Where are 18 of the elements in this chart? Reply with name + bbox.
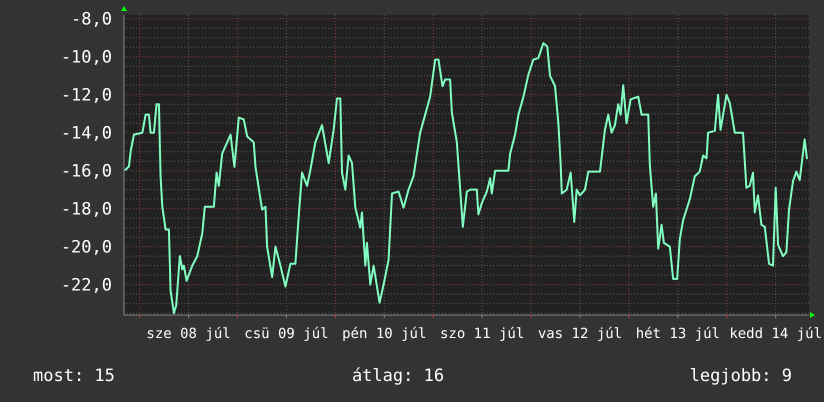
x-tick-label: vas 12 júl xyxy=(538,326,622,342)
y-tick-label: -10,0 xyxy=(60,48,112,68)
text: átlag: 16 xyxy=(352,366,444,386)
y-tick-label: -12,0 xyxy=(60,86,112,106)
y-tick-label: -16,0 xyxy=(60,162,112,182)
text: most: 15 xyxy=(33,366,115,386)
x-tick-label: hét 13 júl xyxy=(636,326,720,342)
y-tick-label: -14,0 xyxy=(60,124,112,144)
x-tick-label: csü 09 júl xyxy=(244,326,329,342)
y-tick-label: -8,0 xyxy=(71,10,112,30)
x-tick-label: sze 08 júl xyxy=(146,326,231,342)
x-tick-label: pén 10 júl xyxy=(342,326,426,342)
y-tick-label: -22,0 xyxy=(60,276,112,296)
y-tick-label: -18,0 xyxy=(60,200,112,220)
x-tick-label: szo 11 júl xyxy=(440,326,524,342)
text: legjobb: 9 xyxy=(690,366,792,386)
x-tick-label: kedd 14 júl xyxy=(729,326,822,342)
y-tick-label: -20,0 xyxy=(60,238,112,258)
